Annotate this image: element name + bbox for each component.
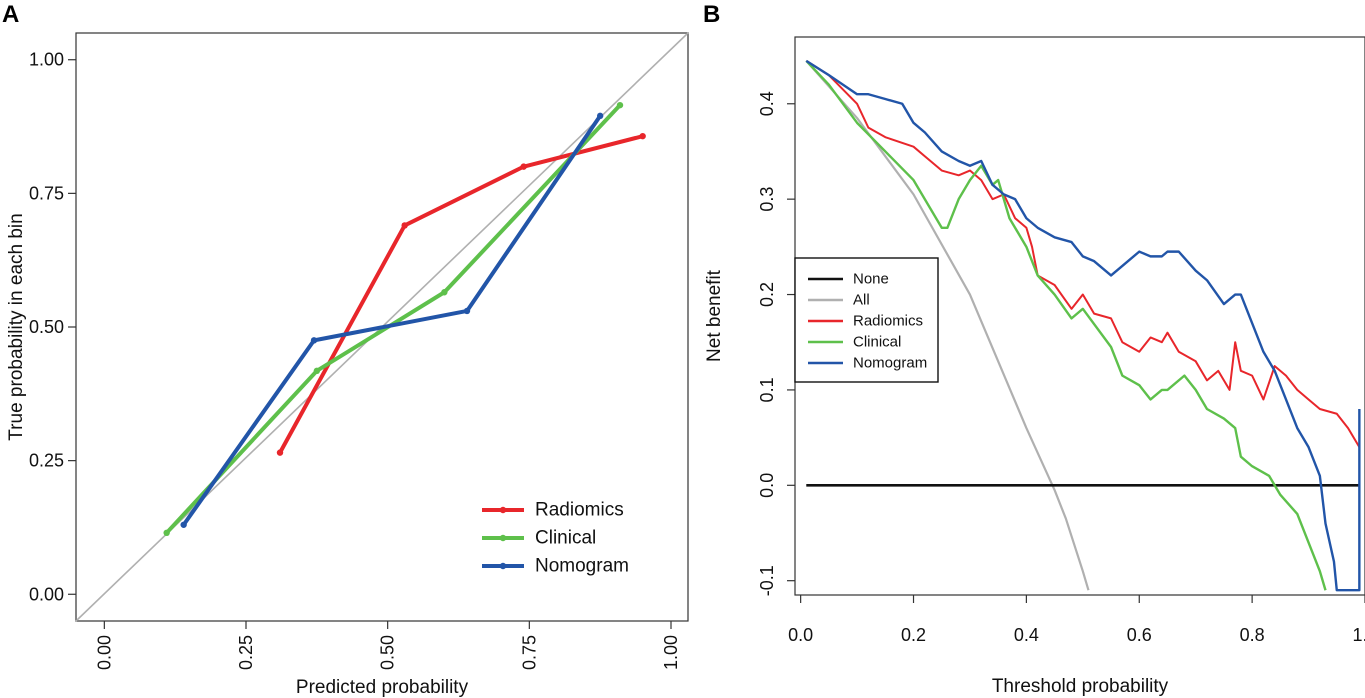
y-tick-label: 0.1	[757, 377, 777, 402]
x-tick-label: 0.25	[236, 635, 256, 670]
legend-label-nomogram: Nomogram	[535, 556, 629, 577]
y-tick-label: 0.75	[29, 183, 64, 203]
panel-label-a: A	[2, 1, 19, 28]
data-point-radiomics	[401, 222, 408, 229]
data-point-clinical	[441, 289, 448, 296]
y-tick-label: 0.2	[757, 282, 777, 307]
legend-label-clinical: Clinical	[853, 334, 901, 351]
x-tick-label: 0.50	[378, 635, 398, 670]
series-line-clinical	[165, 103, 622, 535]
data-point-radiomics	[639, 132, 646, 140]
legend-label-clinical: Clinical	[535, 528, 596, 549]
y-tick-label: -0.1	[757, 565, 777, 596]
y-tick-label: 0.4	[757, 91, 777, 116]
x-tick-label: 0.6	[1127, 625, 1152, 645]
legend-label-nomogram: Nomogram	[853, 355, 927, 372]
calibration-x-axis-title: Predicted probability	[296, 677, 469, 698]
x-tick-label: 0.0	[788, 625, 813, 645]
decision-x-axis-title: Threshold probability	[992, 676, 1169, 697]
x-tick-label: 0.8	[1240, 625, 1265, 645]
data-point-nomogram	[180, 521, 187, 528]
data-point-nomogram	[596, 112, 604, 120]
data-point-nomogram	[463, 307, 471, 315]
data-point-clinical	[313, 367, 321, 375]
legend-marker-nomogram	[499, 562, 507, 570]
calibration-panel: A 0.00 0.25 0.50 0.75 1.00 0.00 0.25 0.50 0.75 1.…	[2, 1, 689, 698]
panel-label-b: B	[703, 1, 720, 28]
x-tick-label: 1.00	[661, 635, 681, 670]
legend-label-radiomics: Radiomics	[853, 313, 923, 330]
series-line-all	[805, 60, 1090, 591]
legend-label-radiomics: Radiomics	[535, 500, 624, 521]
x-tick-label: 0.4	[1014, 625, 1039, 645]
data-point-clinical	[163, 529, 170, 536]
x-tick-label: 0.2	[901, 625, 926, 645]
data-point-clinical	[616, 101, 624, 109]
calibration-y-axis-title: True probability in each bin	[6, 213, 27, 440]
data-point-radiomics	[520, 163, 527, 170]
legend-marker-radiomics	[499, 506, 507, 514]
x-tick-label: 0.00	[94, 635, 114, 670]
decision-y-axis-title: Net benefit	[704, 269, 725, 362]
series-line-clinical	[805, 60, 1327, 591]
y-tick-label: 0.00	[29, 584, 64, 604]
y-tick-label: 0.25	[29, 451, 64, 471]
data-point-radiomics	[276, 449, 284, 456]
series-line-radiomics	[278, 134, 644, 454]
series-line-radiomics	[805, 60, 1361, 448]
y-tick-label: 0.50	[29, 317, 64, 337]
series-line-nomogram	[182, 114, 602, 526]
series-line-nomogram	[805, 59, 1361, 592]
legend-marker-clinical	[499, 534, 507, 542]
legend-label-none: None	[853, 271, 889, 288]
x-tick-label: 1.0	[1352, 625, 1365, 645]
y-tick-label: 1.00	[29, 50, 64, 70]
decision-legend: None All Radiomics Clinical Nomogram	[794, 257, 939, 383]
decision-curve-panel: B 0.00.20.40.60.81.0-0.10.00.10.20.30.4 …	[703, 1, 1365, 697]
y-tick-label: 0.3	[757, 187, 777, 212]
legend-label-all: All	[853, 292, 870, 309]
x-tick-label: 0.75	[519, 635, 539, 670]
calibration-legend: Radiomics Clinical Nomogram	[482, 500, 629, 577]
data-point-nomogram	[310, 337, 318, 344]
y-tick-label: 0.0	[757, 473, 777, 498]
